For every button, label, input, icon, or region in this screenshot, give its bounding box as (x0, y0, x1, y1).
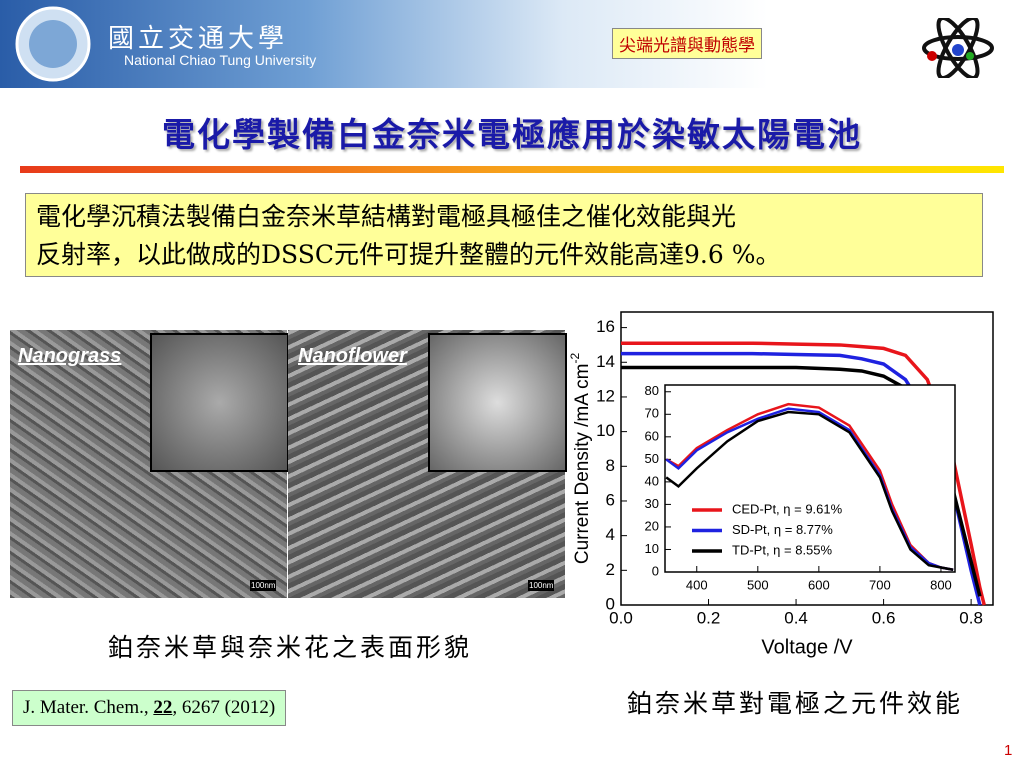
x-tick-label: 0.0 (609, 608, 633, 627)
y-tick-label: 4 (606, 525, 615, 544)
summary-box: 電化學沉積法製備白金奈米草結構對電極具極佳之催化效能與光 反射率，以此做成的DS… (25, 193, 983, 277)
sem-label: Nanoflower (298, 345, 407, 367)
x-tick-label: 500 (747, 577, 769, 592)
sem-inset (150, 333, 289, 472)
x-tick-label: 0.4 (784, 608, 808, 627)
data-line (621, 341, 986, 606)
y-tick-label: 30 (645, 496, 659, 511)
legend-label: CED-Pt, η = 9.61% (732, 501, 843, 516)
logo-en: National Chiao Tung University (124, 52, 317, 68)
sem-caption: 鉑奈米草與奈米花之表面形貌 (107, 633, 472, 662)
y-tick-label: 70 (645, 406, 659, 421)
y-tick-label: 10 (645, 541, 659, 556)
x-tick-label: 0.6 (872, 608, 896, 627)
y-tick-label: 10 (596, 421, 615, 440)
x-tick-label: 400 (686, 577, 708, 592)
slide-title: 電化學製備白金奈米電極應用於染敏太陽電池 (162, 115, 862, 154)
data-line (665, 410, 954, 571)
chart-caption: 鉑奈米草對電極之元件效能 (626, 689, 963, 718)
header-band (0, 0, 1024, 88)
ref-rest: , 6267 (2012) (172, 697, 276, 718)
data-line (665, 407, 954, 571)
y-tick-label: 0 (606, 594, 615, 613)
y-axis-label: Current Density /mA cm-2 (568, 353, 593, 565)
y-tick-label: 6 (606, 490, 615, 509)
legend-label: SD-Pt, η = 8.77% (732, 522, 833, 537)
y-tick-label: 14 (596, 352, 615, 371)
y-tick-label: 12 (596, 386, 615, 405)
x-axis-label: Voltage /V (761, 636, 853, 658)
y-tick-label: 8 (606, 456, 615, 475)
y-label-sup: -2 (568, 353, 582, 364)
y-tick-label: 50 (645, 451, 659, 466)
scale-bar: 100nm (250, 580, 277, 591)
sem-inset (428, 333, 567, 472)
x-tick-label: 700 (869, 577, 891, 592)
y-tick-label: 60 (645, 428, 659, 443)
topic-tag: 尖端光譜與動態學 (612, 28, 762, 59)
title-rule (20, 166, 1004, 173)
x-tick-label: 0.2 (697, 608, 721, 627)
atom-icon (922, 18, 994, 78)
logo-zh: 國立交通大學 (108, 24, 289, 54)
page-number: 1 (1004, 742, 1013, 759)
legend-label: TD-Pt, η = 8.55% (732, 542, 833, 557)
y-tick-label: 20 (645, 518, 659, 533)
y-tick-label: 40 (645, 473, 659, 488)
sem-label: Nanograss (18, 345, 122, 367)
x-tick-label: 0.8 (959, 608, 983, 627)
ref-journal: J. Mater. Chem., (23, 697, 154, 718)
y-tick-label: 2 (606, 560, 615, 579)
x-tick-label: 600 (808, 577, 830, 592)
y-label-text: Current Density /mA cm (572, 364, 593, 565)
x-tick-label: 800 (930, 577, 952, 592)
y-tick-label: 0 (652, 563, 659, 578)
y-tick-label: 80 (645, 383, 659, 398)
y-tick-label: 16 (596, 317, 615, 336)
logo-emblem (15, 6, 91, 82)
chart: 0.0 0.2 0.4 0.6 0.8 0 2 4 6 8 10 12 14 16 Voltage /V Cu… (568, 311, 994, 658)
scale-bar: 100nm (528, 580, 555, 591)
summary-line: 反射率，以此做成的DSSC元件可提升整體的元件效能高達9.6 %。 (36, 240, 781, 269)
summary-line: 電化學沉積法製備白金奈米草結構對電極具極佳之催化效能與光 (36, 202, 737, 231)
reference: J. Mater. Chem., 22, 6267 (2012) (12, 690, 287, 726)
ref-volume: 22 (153, 697, 173, 718)
